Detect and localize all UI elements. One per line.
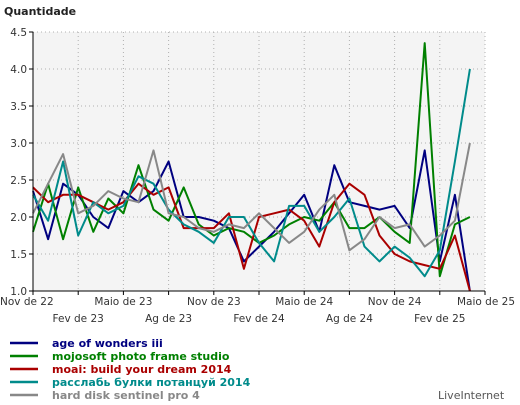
x-tick-label: Nov de 22: [0, 296, 54, 308]
series-line-1: [32, 149, 471, 292]
x-ticks: Nov de 22 Maio de 23 Nov de 23 Maio de 24 No…: [0, 291, 515, 325]
series-lines: [32, 42, 471, 292]
y-tick-label: 4.5: [10, 27, 27, 39]
y-tick-label: 1.5: [10, 249, 27, 261]
series-line-3: [32, 182, 471, 292]
y-tick-label: 2.5: [10, 175, 27, 187]
x-tick-label: Maio de 23: [94, 296, 152, 308]
legend-label: age of wonders iii: [52, 337, 163, 350]
x-tick-label: Ag de 23: [145, 313, 192, 325]
y-tick-label: 3.0: [10, 138, 27, 150]
y-tick-label: 3.5: [10, 101, 27, 113]
series-line-4: [32, 68, 471, 278]
x-tick-label: Ag de 24: [326, 313, 373, 325]
y-tick-label: 4.0: [10, 64, 27, 76]
x-tick-label: Maio de 24: [275, 296, 333, 308]
grid-lines: [33, 31, 486, 291]
legend-label: расслабь булки потанцуй 2014: [52, 376, 251, 389]
series-line-5: [32, 142, 471, 252]
y-axis-label: Quantidade: [4, 5, 76, 18]
x-tick-label: Nov de 23: [187, 296, 241, 308]
x-tick-label: Fev de 25: [414, 313, 465, 325]
y-tick-label: 1.0: [10, 286, 27, 298]
x-tick-label: Nov de 24: [368, 296, 422, 308]
y-ticks: 1.0 1.5 2.0 2.5 3.0 3.5 4.0 4.5: [10, 27, 33, 298]
liveinternet-brand: LiveInternet: [438, 389, 505, 402]
x-tick-label: Fev de 23: [53, 313, 104, 325]
x-tick-label: Maio de 25: [457, 296, 515, 308]
x-tick-label: Fev de 24: [233, 313, 285, 325]
legend-label: moai: build your dream 2014: [52, 363, 232, 376]
legend-label: mojosoft photo frame studio: [52, 350, 230, 363]
series-line-2: [32, 42, 471, 278]
y-tick-label: 2.0: [10, 212, 27, 224]
legend-label: hard disk sentinel pro 4: [52, 389, 200, 402]
